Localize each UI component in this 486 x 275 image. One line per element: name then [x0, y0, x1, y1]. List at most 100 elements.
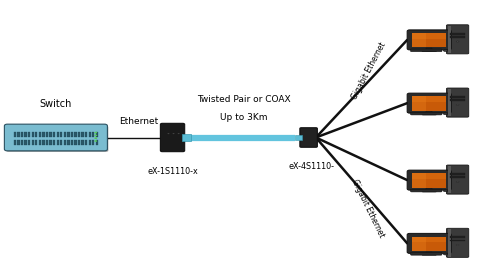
- FancyBboxPatch shape: [182, 134, 191, 141]
- Ellipse shape: [456, 104, 459, 105]
- Ellipse shape: [94, 132, 97, 133]
- FancyBboxPatch shape: [407, 30, 451, 50]
- FancyBboxPatch shape: [42, 140, 45, 145]
- Ellipse shape: [456, 181, 459, 182]
- FancyBboxPatch shape: [407, 93, 451, 113]
- FancyBboxPatch shape: [82, 132, 84, 137]
- Ellipse shape: [168, 133, 170, 134]
- Ellipse shape: [443, 190, 448, 192]
- FancyBboxPatch shape: [450, 236, 465, 238]
- FancyBboxPatch shape: [14, 140, 16, 145]
- Ellipse shape: [443, 113, 448, 115]
- FancyBboxPatch shape: [21, 132, 23, 137]
- FancyBboxPatch shape: [88, 132, 91, 137]
- FancyBboxPatch shape: [411, 112, 442, 115]
- FancyBboxPatch shape: [450, 36, 465, 38]
- Text: eX-4S1110-: eX-4S1110-: [288, 161, 334, 170]
- FancyBboxPatch shape: [32, 132, 34, 137]
- Ellipse shape: [94, 140, 97, 142]
- FancyBboxPatch shape: [447, 228, 469, 257]
- FancyBboxPatch shape: [300, 128, 317, 147]
- FancyBboxPatch shape: [42, 132, 45, 137]
- FancyBboxPatch shape: [35, 132, 37, 137]
- FancyBboxPatch shape: [448, 166, 451, 193]
- FancyBboxPatch shape: [17, 140, 19, 145]
- FancyBboxPatch shape: [447, 25, 469, 54]
- Ellipse shape: [443, 50, 448, 51]
- FancyBboxPatch shape: [53, 140, 55, 145]
- Ellipse shape: [173, 133, 174, 134]
- FancyBboxPatch shape: [407, 170, 451, 190]
- FancyBboxPatch shape: [412, 33, 447, 39]
- FancyBboxPatch shape: [28, 132, 30, 137]
- FancyBboxPatch shape: [74, 132, 77, 137]
- FancyBboxPatch shape: [448, 26, 451, 53]
- Text: Ethernet: Ethernet: [119, 117, 158, 126]
- FancyBboxPatch shape: [4, 124, 107, 151]
- FancyBboxPatch shape: [450, 96, 465, 98]
- Ellipse shape: [456, 244, 459, 246]
- FancyBboxPatch shape: [426, 111, 433, 114]
- FancyBboxPatch shape: [7, 141, 104, 149]
- FancyBboxPatch shape: [21, 140, 23, 145]
- FancyBboxPatch shape: [422, 190, 436, 192]
- FancyBboxPatch shape: [412, 174, 447, 188]
- Text: Gigabit Ethernet: Gigabit Ethernet: [350, 40, 388, 101]
- FancyBboxPatch shape: [56, 140, 59, 145]
- Ellipse shape: [94, 138, 97, 139]
- FancyBboxPatch shape: [60, 140, 62, 145]
- FancyBboxPatch shape: [295, 135, 302, 140]
- FancyBboxPatch shape: [92, 132, 94, 137]
- FancyBboxPatch shape: [46, 140, 48, 145]
- FancyBboxPatch shape: [448, 89, 451, 116]
- FancyBboxPatch shape: [450, 173, 465, 175]
- Ellipse shape: [178, 133, 180, 134]
- FancyBboxPatch shape: [160, 123, 185, 152]
- FancyBboxPatch shape: [50, 140, 52, 145]
- FancyBboxPatch shape: [78, 140, 80, 145]
- Text: Twisted Pair or COAX: Twisted Pair or COAX: [197, 95, 290, 104]
- FancyBboxPatch shape: [39, 132, 41, 137]
- FancyBboxPatch shape: [448, 229, 451, 257]
- FancyBboxPatch shape: [71, 132, 73, 137]
- Text: Up to 3Km: Up to 3Km: [220, 113, 267, 122]
- FancyBboxPatch shape: [412, 97, 447, 102]
- FancyBboxPatch shape: [53, 132, 55, 137]
- FancyBboxPatch shape: [407, 233, 451, 253]
- FancyBboxPatch shape: [412, 174, 426, 188]
- FancyBboxPatch shape: [422, 253, 436, 255]
- FancyBboxPatch shape: [32, 140, 34, 145]
- FancyBboxPatch shape: [412, 97, 447, 111]
- FancyBboxPatch shape: [64, 140, 66, 145]
- FancyBboxPatch shape: [412, 237, 426, 251]
- FancyBboxPatch shape: [447, 88, 469, 117]
- Ellipse shape: [443, 253, 448, 255]
- FancyBboxPatch shape: [411, 49, 442, 52]
- FancyBboxPatch shape: [71, 140, 73, 145]
- Ellipse shape: [456, 41, 459, 42]
- FancyBboxPatch shape: [411, 189, 442, 192]
- FancyBboxPatch shape: [24, 140, 27, 145]
- FancyBboxPatch shape: [64, 132, 66, 137]
- FancyBboxPatch shape: [67, 140, 69, 145]
- FancyBboxPatch shape: [17, 132, 19, 137]
- Text: eX-1S1110-x: eX-1S1110-x: [147, 167, 198, 176]
- FancyBboxPatch shape: [56, 132, 59, 137]
- FancyBboxPatch shape: [450, 176, 465, 178]
- FancyBboxPatch shape: [426, 188, 433, 191]
- FancyBboxPatch shape: [412, 33, 426, 47]
- FancyBboxPatch shape: [28, 140, 30, 145]
- FancyBboxPatch shape: [92, 140, 94, 145]
- FancyBboxPatch shape: [96, 132, 98, 137]
- FancyBboxPatch shape: [450, 33, 465, 35]
- FancyBboxPatch shape: [85, 140, 87, 145]
- Text: Gigabit Ethernet: Gigabit Ethernet: [350, 178, 386, 239]
- FancyBboxPatch shape: [412, 174, 447, 179]
- FancyBboxPatch shape: [82, 140, 84, 145]
- FancyBboxPatch shape: [74, 140, 77, 145]
- FancyBboxPatch shape: [422, 50, 436, 52]
- Text: Switch: Switch: [40, 99, 72, 109]
- Ellipse shape: [94, 134, 97, 136]
- FancyBboxPatch shape: [46, 132, 48, 137]
- FancyBboxPatch shape: [411, 252, 442, 255]
